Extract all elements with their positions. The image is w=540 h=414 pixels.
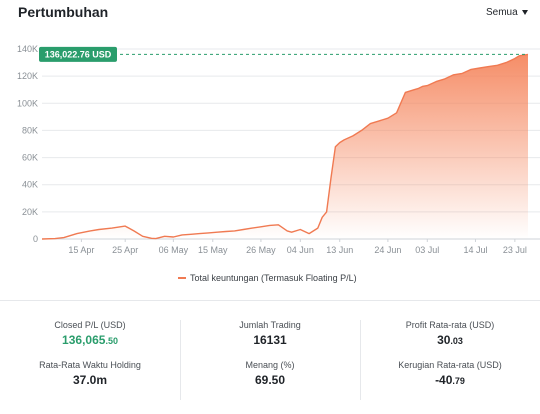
stat-value-dec: .03 — [450, 336, 463, 346]
column-divider — [180, 320, 181, 400]
stat-value: -40.79 — [360, 373, 540, 388]
column-divider — [360, 320, 361, 400]
x-tick-label: 06 May — [159, 245, 189, 255]
stat-avg-loss: Kerugian Rata-rata (USD) -40.79 — [360, 360, 540, 388]
x-tick-label: 03 Jul — [415, 245, 439, 255]
series-area-fill — [42, 54, 528, 240]
caret-down-icon — [521, 10, 528, 15]
stat-value-dec: .50 — [105, 336, 118, 346]
legend-label: Total keuntungan (Termasuk Floating P/L) — [190, 273, 357, 283]
period-dropdown-label: Semua — [486, 7, 518, 18]
period-dropdown[interactable]: Semua — [486, 7, 528, 18]
stat-trades: Jumlah Trading 16131 — [180, 320, 360, 348]
stat-avg-profit: Profit Rata-rata (USD) 30.03 — [360, 320, 540, 348]
stat-avg-holding: Rata-Rata Waktu Holding 37.0m — [0, 360, 180, 388]
y-tick-label: 140K — [17, 44, 38, 54]
divider — [0, 300, 540, 301]
y-tick-label: 100K — [17, 98, 38, 108]
stat-label: Kerugian Rata-rata (USD) — [398, 360, 502, 370]
series-area — [41, 53, 529, 240]
stat-label: Jumlah Trading — [239, 320, 301, 330]
y-tick-label: 20K — [22, 207, 38, 217]
y-axis: 0 20K 40K 60K 80K 100K 120K 140K — [17, 44, 38, 244]
stat-value: 30.03 — [360, 333, 540, 348]
stat-label: Profit Rata-rata (USD) — [405, 320, 495, 330]
stats-column-1: Closed P/L (USD) 136,065.50 Rata-Rata Wa… — [0, 320, 180, 400]
y-tick-label: 60K — [22, 153, 38, 163]
y-tick-label: 0 — [33, 234, 38, 244]
stats-column-3: Profit Rata-rata (USD) 30.03 Kerugian Ra… — [360, 320, 540, 400]
x-axis: 15 Apr 25 Apr 06 May 15 May 26 May 04 Jun 13 J… — [68, 239, 527, 255]
grid — [42, 48, 540, 240]
stat-label: Rata-Rata Waktu Holding — [39, 360, 141, 370]
x-tick-label: 25 Apr — [112, 245, 138, 255]
stats-panel: Closed P/L (USD) 136,065.50 Rata-Rata Wa… — [0, 316, 540, 406]
stat-value: 37.0m — [72, 373, 108, 387]
x-tick-label: 26 May — [246, 245, 276, 255]
stat-closed-pl: Closed P/L (USD) 136,065.50 — [0, 320, 180, 348]
legend[interactable]: Total keuntungan (Termasuk Floating P/L) — [178, 273, 357, 283]
growth-chart[interactable]: 0 20K 40K 60K 80K 100K 120K 140K 15 Apr 25 Apr 06… — [0, 30, 540, 298]
y-tick-label: 120K — [17, 71, 38, 81]
x-tick-label: 15 Apr — [68, 245, 94, 255]
chart-svg: 0 20K 40K 60K 80K 100K 120K 140K 15 Apr 25 Apr 06… — [17, 44, 540, 283]
stat-value-int: 30 — [437, 333, 451, 347]
y-tick-label: 40K — [22, 180, 38, 190]
x-tick-label: 13 Jun — [326, 245, 353, 255]
series-line — [41, 53, 529, 240]
stats-column-2: Jumlah Trading 16131 Menang (%) 69.50 — [180, 320, 360, 400]
stat-value: 69.50 — [254, 373, 286, 387]
x-tick-label: 24 Jun — [374, 245, 401, 255]
x-tick-label: 04 Jun — [287, 245, 314, 255]
stat-label: Closed P/L (USD) — [54, 320, 126, 330]
stat-value-int: -40 — [435, 373, 453, 387]
page-title: Pertumbuhan — [18, 4, 109, 20]
stat-value-dec: .79 — [452, 376, 465, 386]
last-value-badge — [39, 46, 117, 62]
stat-value: 16131 — [253, 333, 287, 347]
header: Pertumbuhan Semua — [0, 0, 540, 30]
stat-value: 136,065.50 — [0, 333, 180, 348]
last-value-marker: 136,022.76 USD — [39, 46, 528, 62]
x-tick-label: 23 Jul — [503, 245, 527, 255]
stat-value-int: 136,065 — [62, 333, 106, 347]
stat-label: Menang (%) — [245, 360, 295, 370]
y-tick-label: 80K — [22, 125, 38, 135]
stat-win-rate: Menang (%) 69.50 — [180, 360, 360, 388]
x-tick-label: 15 May — [198, 245, 228, 255]
last-value-badge-text: 136,022.76 USD — [45, 50, 112, 60]
x-tick-label: 14 Jul — [463, 245, 487, 255]
